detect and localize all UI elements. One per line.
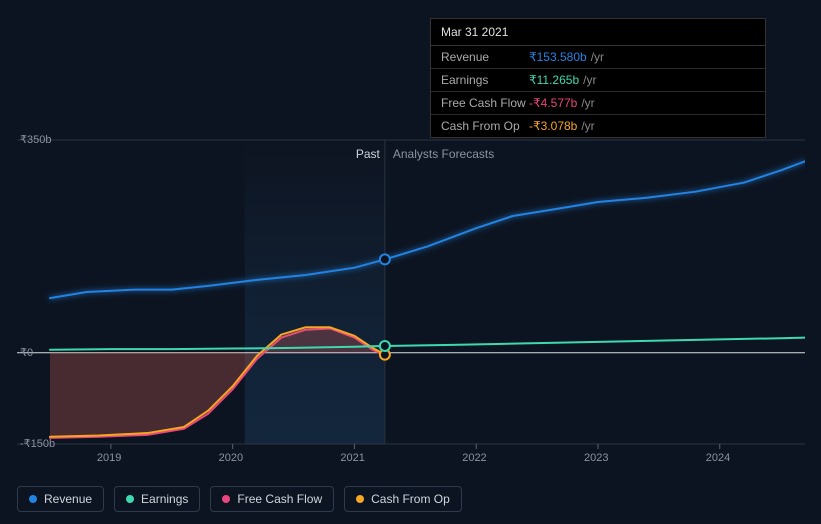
past-label: Past [335,147,380,161]
legend: Revenue Earnings Free Cash Flow Cash From O… [17,486,462,512]
legend-item-earnings[interactable]: Earnings [114,486,200,512]
forecast-label: Analysts Forecasts [393,147,494,161]
legend-item-fcf[interactable]: Free Cash Flow [210,486,334,512]
y-tick-label: -₹150b [20,437,55,450]
y-tick-label: ₹350b [20,133,51,146]
tooltip-row-unit: /yr [591,50,604,64]
tooltip-row-label: Free Cash Flow [441,96,529,110]
tooltip-row-label: Earnings [441,73,529,87]
legend-dot-icon [356,495,364,503]
tooltip-row: Earnings₹11.265b/yr [431,69,765,92]
x-tick-label: 2022 [462,452,486,464]
tooltip-row-value: ₹11.265b [529,73,579,87]
tooltip-row: Revenue₹153.580b/yr [431,46,765,69]
tooltip-date: Mar 31 2021 [431,19,765,46]
x-tick-label: 2023 [584,452,608,464]
legend-label: Earnings [141,492,188,506]
tooltip-row: Cash From Op-₹3.078b/yr [431,115,765,137]
x-tick-label: 2020 [219,452,243,464]
tooltip-row-unit: /yr [581,119,594,133]
x-tick-label: 2019 [97,452,121,464]
x-tick-label: 2021 [340,452,364,464]
tooltip-row-unit: /yr [583,73,596,87]
x-tick-label: 2024 [706,452,730,464]
legend-label: Cash From Op [371,492,450,506]
legend-dot-icon [29,495,37,503]
legend-label: Revenue [44,492,92,506]
legend-item-cfo[interactable]: Cash From Op [344,486,462,512]
tooltip-row: Free Cash Flow-₹4.577b/yr [431,92,765,115]
legend-label: Free Cash Flow [237,492,322,506]
legend-dot-icon [126,495,134,503]
legend-dot-icon [222,495,230,503]
tooltip-row-value: -₹3.078b [529,119,577,133]
tooltip-row-label: Cash From Op [441,119,529,133]
tooltip-row-value: -₹4.577b [529,96,577,110]
y-tick-label: ₹0 [20,346,33,359]
tooltip-row-label: Revenue [441,50,529,64]
tooltip-row-unit: /yr [581,96,594,110]
tooltip-row-value: ₹153.580b [529,50,587,64]
legend-item-revenue[interactable]: Revenue [17,486,104,512]
chart-tooltip: Mar 31 2021 Revenue₹153.580b/yrEarnings₹… [430,18,766,138]
